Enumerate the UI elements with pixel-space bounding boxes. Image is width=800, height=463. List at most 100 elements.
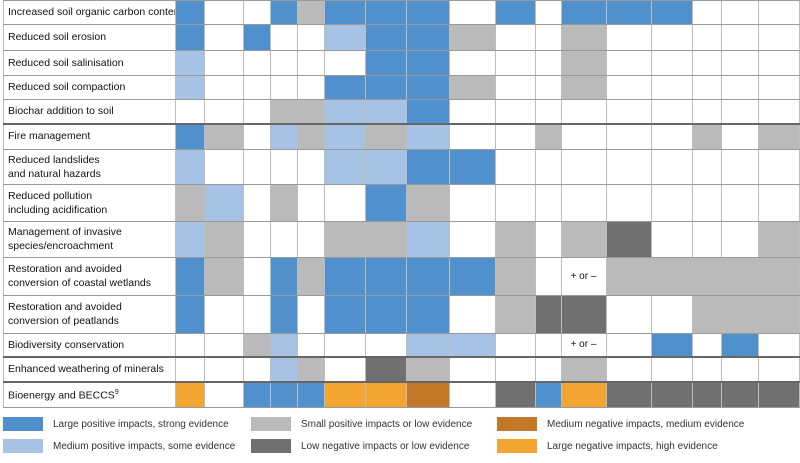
impact-cell xyxy=(204,381,243,408)
impact-cell xyxy=(692,149,721,184)
impact-cell xyxy=(495,99,535,123)
legend-item: Low negative impacts or low evidence xyxy=(251,439,469,453)
row-label: Enhanced weathering of minerals xyxy=(3,356,174,381)
row-label: Fire management xyxy=(3,123,174,149)
impact-cell xyxy=(535,123,561,149)
legend-item: Large positive impacts, strong evidence xyxy=(3,417,229,431)
grid-line xyxy=(270,0,271,408)
grid-line xyxy=(406,0,407,408)
impact-cell xyxy=(561,149,606,184)
row-label: Management of invasive species/encroachme… xyxy=(3,221,174,257)
row-bioenergy-beccs: Bioenergy and BECCS9 xyxy=(0,381,800,408)
impact-cell xyxy=(324,381,365,408)
impact-cell xyxy=(297,123,324,149)
impact-cell xyxy=(175,381,204,408)
impact-cell xyxy=(270,50,297,75)
row-biodiversity-conservation: Biodiversity conservation xyxy=(0,333,800,356)
grid-line xyxy=(692,0,693,408)
grid-line xyxy=(3,99,800,100)
impact-cell xyxy=(406,0,449,24)
row-increased-soil-organic-carbon: Increased soil organic carbon content xyxy=(0,0,800,24)
impact-cell xyxy=(495,295,535,333)
row-label: Biochar addition to soil xyxy=(3,99,174,123)
row-label: Reduced soil erosion xyxy=(3,24,174,50)
impact-cell xyxy=(324,356,365,381)
row-label-line: Enhanced weathering of minerals xyxy=(8,362,164,375)
impact-cell xyxy=(535,257,561,295)
legend-swatch xyxy=(3,439,43,453)
row-reduced-landslides: Reduced landslides and natural hazards xyxy=(0,149,800,184)
row-label-line: Management of invasive xyxy=(8,226,122,238)
row-label: Reduced pollution including acidification xyxy=(3,184,174,221)
impact-cell xyxy=(721,0,758,24)
impact-cell xyxy=(561,75,606,99)
impact-cell xyxy=(204,50,243,75)
impact-cell xyxy=(324,257,365,295)
impact-cell xyxy=(606,184,651,221)
impact-cell xyxy=(758,356,800,381)
impact-cell xyxy=(270,295,297,333)
impact-cell xyxy=(495,24,535,50)
impact-cell xyxy=(297,75,324,99)
impact-cell xyxy=(406,221,449,257)
impact-cell xyxy=(606,257,651,295)
impact-cell xyxy=(406,257,449,295)
grid-line xyxy=(606,0,607,408)
impact-cell xyxy=(297,24,324,50)
impact-cell xyxy=(606,24,651,50)
impact-cell xyxy=(721,257,758,295)
impact-cell xyxy=(243,149,270,184)
impact-cell xyxy=(561,257,606,295)
impact-cell xyxy=(365,123,406,149)
impact-cell xyxy=(758,381,800,408)
impact-cell xyxy=(204,356,243,381)
row-label-line: conversion of coastal wetlands xyxy=(8,277,151,289)
impact-cell xyxy=(535,295,561,333)
impact-cell xyxy=(758,123,800,149)
impact-cell xyxy=(561,99,606,123)
impact-cell xyxy=(606,221,651,257)
impact-cell xyxy=(692,356,721,381)
impact-cell xyxy=(692,24,721,50)
impact-cell xyxy=(758,295,800,333)
grid-line xyxy=(3,356,800,358)
row-coastal-wetlands: Restoration and avoided conversion of coa… xyxy=(0,257,800,295)
impact-cell xyxy=(270,24,297,50)
impact-cell xyxy=(175,149,204,184)
impact-cell xyxy=(606,50,651,75)
impact-cell xyxy=(175,24,204,50)
impact-cell xyxy=(495,221,535,257)
grid-line xyxy=(204,0,205,408)
impact-cell xyxy=(721,99,758,123)
impact-cell xyxy=(721,184,758,221)
grid-line xyxy=(3,75,800,76)
impact-cell xyxy=(324,99,365,123)
impact-cell xyxy=(365,381,406,408)
impact-cell xyxy=(561,50,606,75)
impact-cell xyxy=(561,333,606,356)
impact-cell xyxy=(535,221,561,257)
impact-cell xyxy=(758,24,800,50)
impact-cell xyxy=(297,184,324,221)
impact-cell xyxy=(324,24,365,50)
impact-cell xyxy=(651,184,692,221)
grid-line xyxy=(651,0,652,408)
impact-cell xyxy=(406,75,449,99)
row-label-line: conversion of peatlands xyxy=(8,315,119,327)
impact-cell xyxy=(535,50,561,75)
legend-swatch xyxy=(3,417,43,431)
impact-cell xyxy=(243,0,270,24)
row-label-line: including acidification xyxy=(8,203,108,216)
impact-cell xyxy=(651,221,692,257)
impact-cell xyxy=(175,333,204,356)
impact-cell xyxy=(721,50,758,75)
row-label-line: Reduced soil erosion xyxy=(8,31,107,43)
impact-cell xyxy=(243,381,270,408)
impact-cell xyxy=(365,333,406,356)
grid-line xyxy=(721,0,722,408)
impact-cell xyxy=(243,24,270,50)
row-enhanced-weathering: Enhanced weathering of minerals xyxy=(0,356,800,381)
impact-cell xyxy=(758,75,800,99)
impact-cell xyxy=(365,75,406,99)
row-label-line: Increased soil organic carbon content xyxy=(8,6,183,18)
